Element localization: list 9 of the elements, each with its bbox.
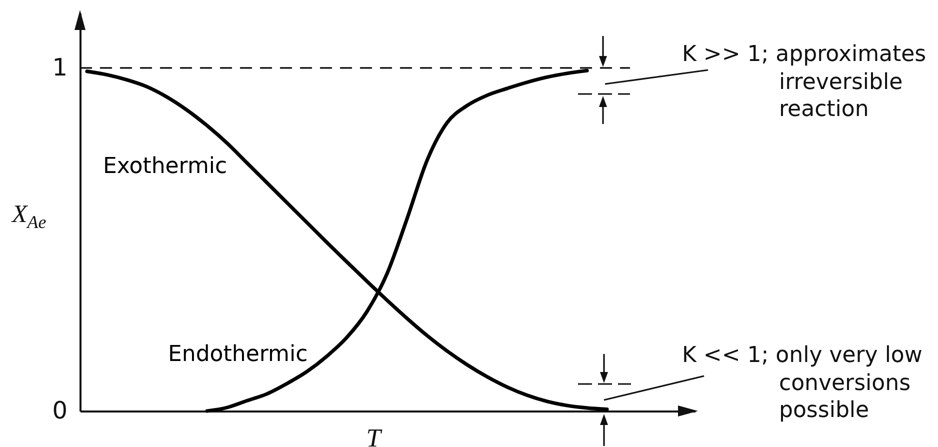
y-tick-label: 1	[52, 53, 68, 82]
y-axis-title: X$_{Ae}$	[12, 200, 46, 234]
text: K >> 1; approximates irreversible reaction	[682, 41, 928, 124]
y-tick-label: 0	[52, 396, 68, 424]
x-axis-title: T	[366, 424, 382, 447]
line-series	[85, 70, 609, 412]
text: K << 1; only very low conversions possible	[682, 342, 924, 424]
series-label: Endothermic	[168, 342, 308, 367]
series-label: Exothermic	[103, 154, 228, 179]
